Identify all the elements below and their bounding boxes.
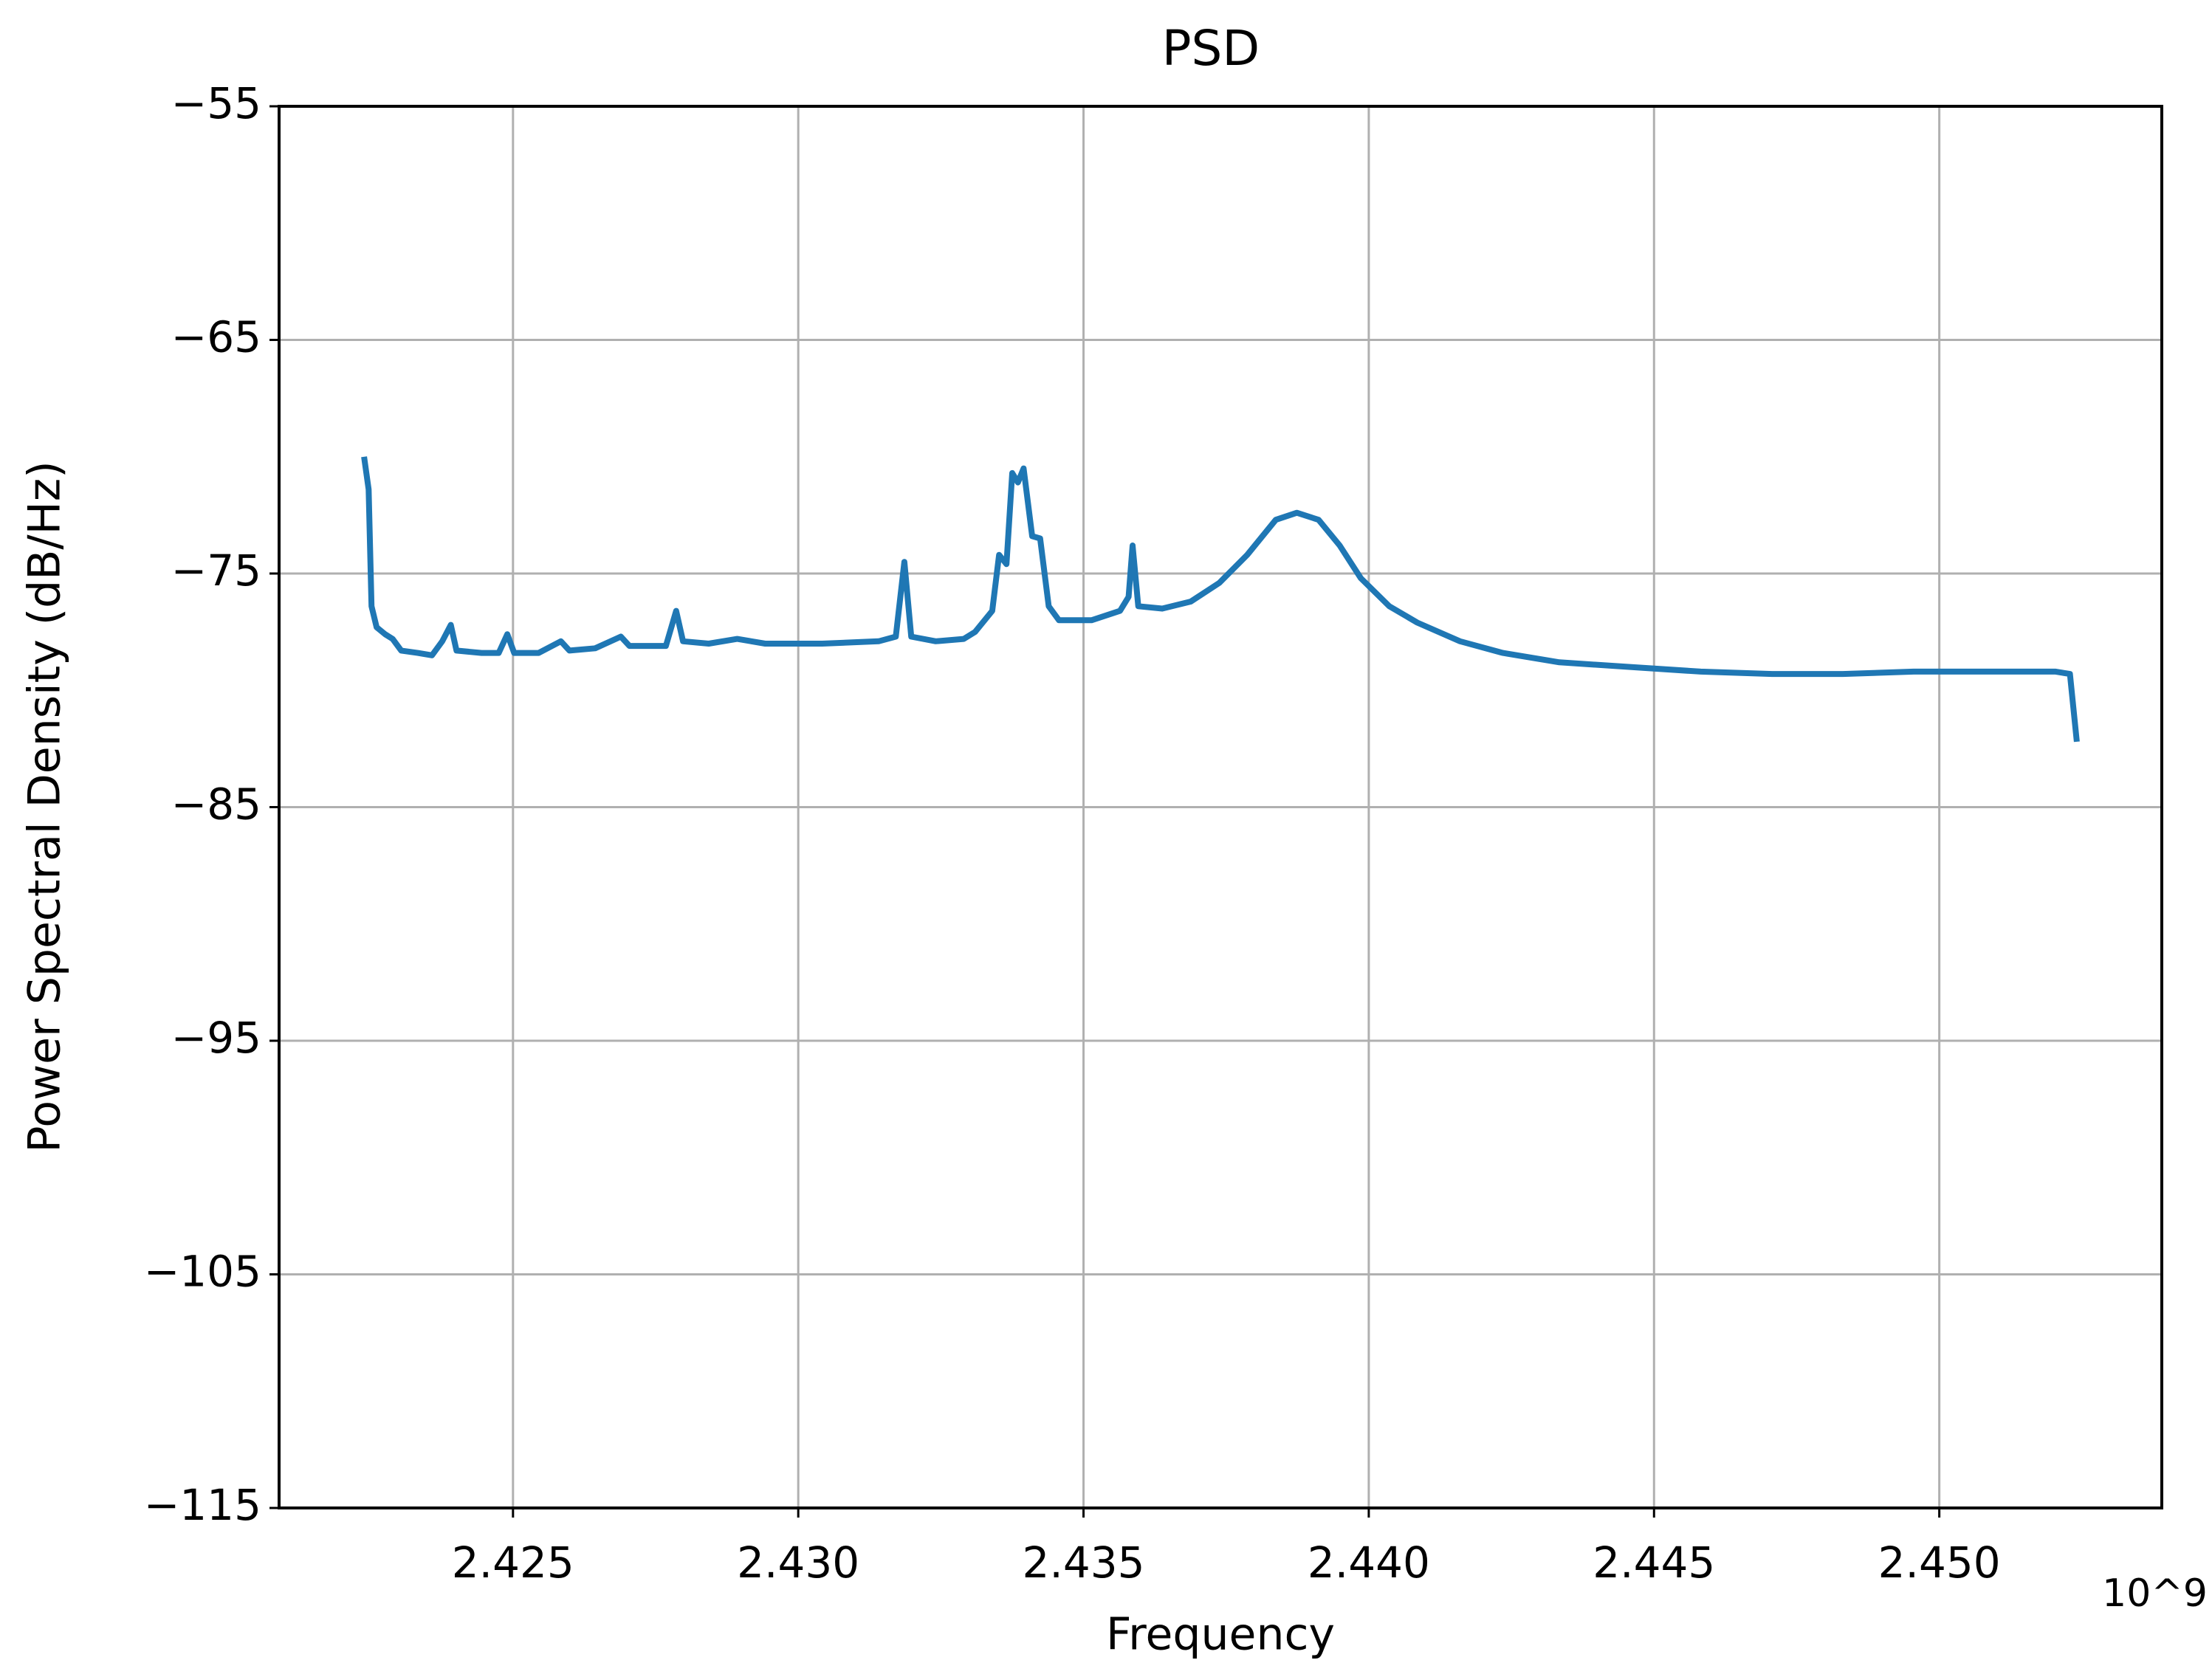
y-tick-label: −65 <box>171 312 261 362</box>
x-tick-label: 2.450 <box>1878 1537 2001 1588</box>
psd-line <box>361 456 2080 743</box>
y-axis-label: Power Spectral Density (dB/Hz) <box>19 461 71 1152</box>
x-offset-label: 10^9 <box>2102 1571 2208 1616</box>
y-tick-label: −55 <box>171 78 261 128</box>
y-tick-label: −95 <box>171 1013 261 1063</box>
y-tick-label: −85 <box>171 779 261 830</box>
x-tick-label: 2.435 <box>1023 1537 1145 1588</box>
y-tick-label: −115 <box>144 1480 261 1530</box>
x-tick-label: 2.425 <box>452 1537 574 1588</box>
x-tick-label: 2.440 <box>1308 1537 1430 1588</box>
x-tick-label: 2.430 <box>737 1537 859 1588</box>
y-tick-label: −75 <box>171 545 261 596</box>
y-tick-label: −105 <box>144 1247 261 1297</box>
x-axis-label: Frequency <box>1106 1609 1335 1661</box>
chart-title: PSD <box>1162 20 1260 77</box>
plot-frame <box>278 105 2163 1509</box>
x-tick-label: 2.445 <box>1593 1537 1715 1588</box>
